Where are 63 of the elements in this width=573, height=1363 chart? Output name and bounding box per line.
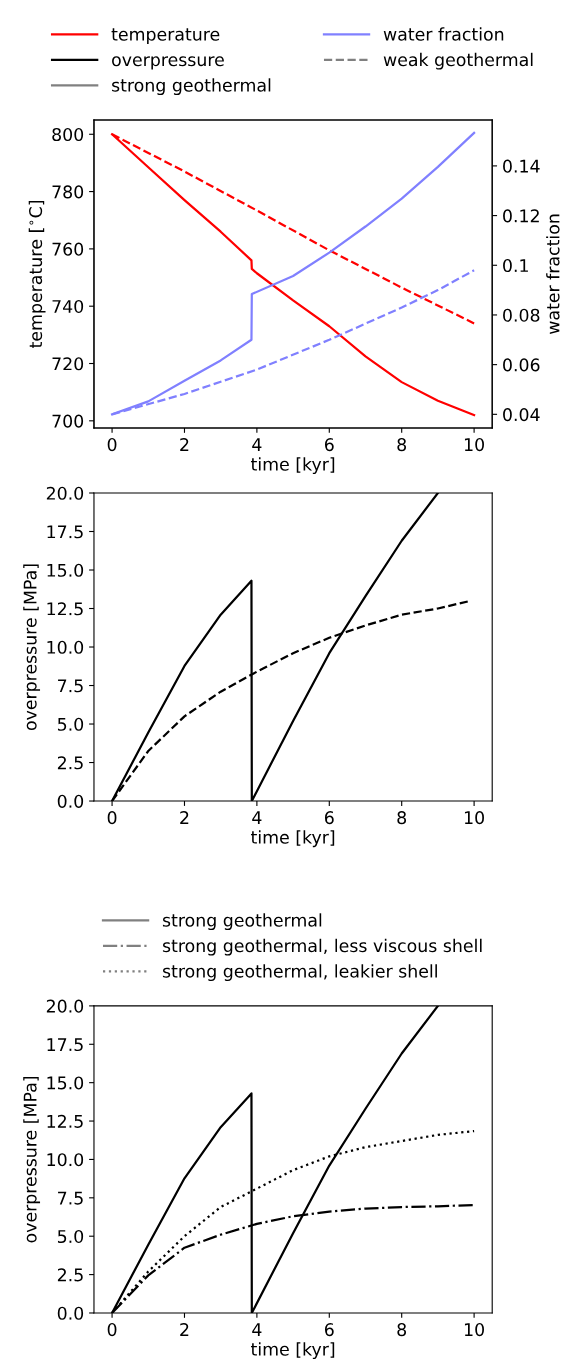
y-tick-label: 12.5 [47, 1114, 83, 1128]
y2-axis-title: water fraction [546, 214, 560, 335]
x-axis-title: time [kyr] [250, 457, 335, 475]
y2-tick-label: 0.14 [503, 159, 540, 173]
legend-label: strong geothermal [162, 913, 322, 931]
x-tick-label: 4 [252, 811, 262, 824]
y2-tick-label: 0.12 [503, 209, 539, 223]
y-tick-label: 17.5 [47, 525, 83, 539]
y-tick-label: 20.0 [46, 486, 84, 500]
legend-label: weak geothermal [383, 52, 533, 70]
x-tick-label: 0 [107, 438, 117, 452]
legend-label: overpressure [112, 56, 224, 70]
y-axis-title: temperature [$^{∘}$C] [28, 200, 46, 348]
y-tick-label: 5.0 [57, 717, 84, 731]
y2-tick-label: 0.1 [503, 258, 528, 273]
y-tick-label: 7.5 [58, 679, 83, 693]
y-tick-label: 15.0 [47, 1076, 84, 1090]
y-tick-label: 17.5 [47, 1038, 83, 1052]
y-tick-label: 15.0 [47, 563, 84, 577]
y-tick-label: 740 [52, 299, 84, 314]
y-axis-title: overpressure [MPa] [23, 1076, 41, 1243]
x-tick-label: 8 [397, 811, 407, 825]
y-tick-label: 780 [52, 185, 84, 199]
x-axis-title: time [kyr] [250, 1342, 335, 1360]
y-tick-label: 2.5 [57, 756, 83, 770]
x-tick-label: 8 [397, 1323, 407, 1337]
y-tick-label: 800 [52, 127, 84, 142]
x-tick-label: 4 [252, 438, 262, 451]
y-tick-label: 0.0 [57, 794, 84, 808]
x-tick-label: 10 [464, 1323, 484, 1337]
x-tick-label: 10 [464, 438, 484, 452]
legend-label: temperature [111, 28, 220, 45]
y-tick-label: 0.0 [57, 1306, 84, 1320]
x-axis-title: time [kyr] [250, 830, 335, 848]
y-tick-label: 760 [52, 242, 84, 256]
x-tick-label: 2 [180, 438, 189, 451]
x-tick-label: 6 [324, 438, 334, 452]
y-tick-label: 5.0 [57, 1229, 84, 1244]
y-tick-label: 12.5 [47, 602, 83, 616]
y-tick-label: 2.5 [57, 1268, 83, 1282]
x-tick-label: 2 [180, 811, 189, 824]
y2-tick-label: 0.04 [503, 408, 540, 422]
y-tick-label: 720 [52, 357, 84, 371]
y-tick-label: 10.0 [47, 640, 84, 654]
y-tick-label: 7.5 [58, 1191, 83, 1205]
legend-label: water fraction [383, 27, 504, 41]
y-tick-label: 20.0 [46, 999, 84, 1013]
x-tick-label: 0 [107, 811, 117, 825]
y2-tick-label: 0.08 [503, 308, 540, 322]
y-tick-label: 700 [52, 414, 84, 428]
x-tick-label: 4 [252, 1323, 262, 1336]
y-tick-label: 10.0 [47, 1153, 84, 1167]
x-tick-label: 6 [324, 1323, 334, 1337]
x-tick-label: 6 [324, 811, 334, 825]
legend-label: strong geothermal [112, 78, 271, 96]
x-tick-label: 10 [464, 811, 484, 825]
x-tick-label: 0 [107, 1323, 117, 1337]
y2-tick-label: 0.06 [503, 358, 540, 372]
legend-label: strong geothermal, less viscous shell [162, 938, 482, 956]
legend-label: strong geothermal, leakier shell [162, 964, 437, 982]
x-tick-label: 8 [397, 438, 407, 452]
x-tick-label: 2 [180, 1323, 189, 1336]
y-axis-title: overpressure [MPa] [23, 564, 41, 731]
